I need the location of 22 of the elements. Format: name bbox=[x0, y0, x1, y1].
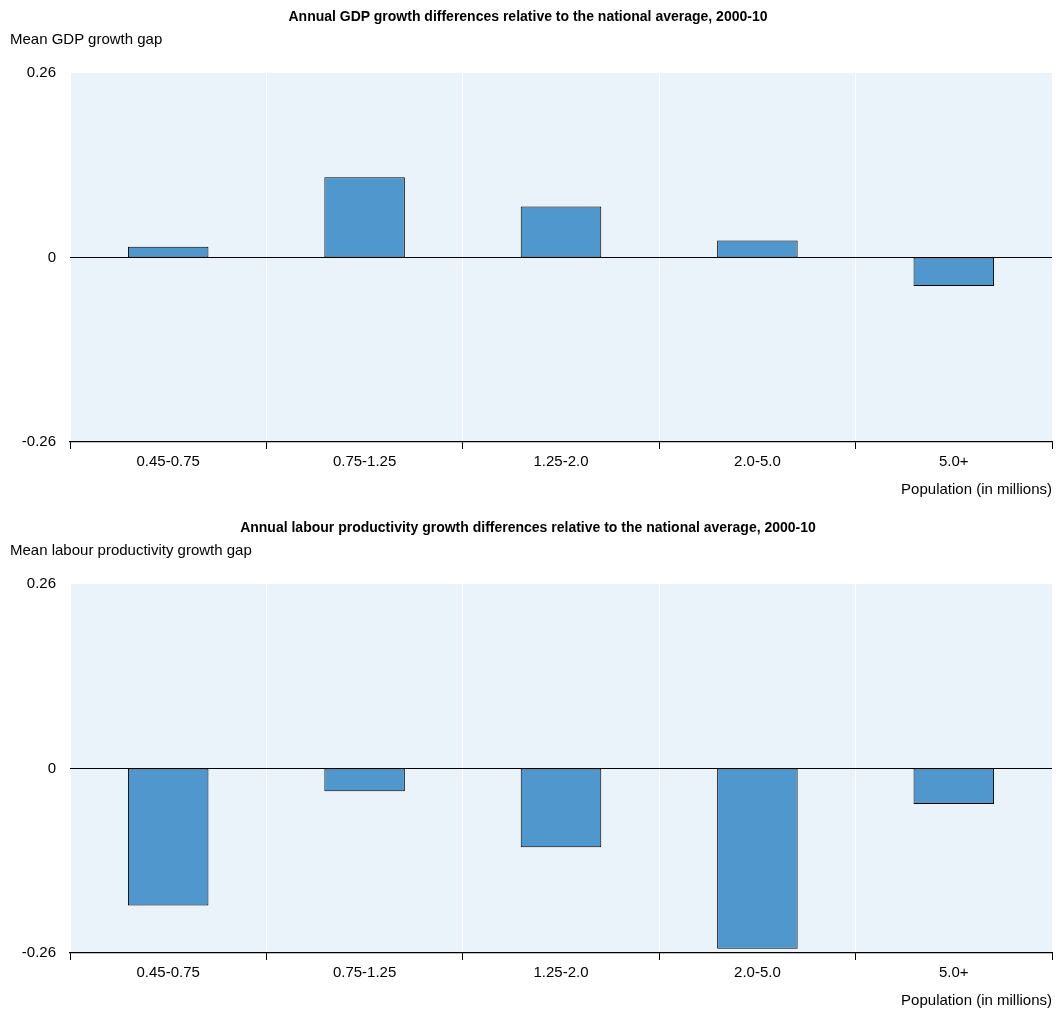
x-tick-label: 1.25-2.0 bbox=[533, 452, 589, 470]
x-tick-label: 0.75-1.25 bbox=[332, 963, 397, 981]
y-axis-title: Mean GDP growth gap bbox=[10, 30, 163, 47]
y-tick-label: 0 bbox=[47, 247, 56, 265]
chart-title: Annual GDP growth differences relative to the national average, 2000-10 bbox=[287, 8, 769, 24]
x-tick-label: 0.45-0.75 bbox=[136, 452, 200, 470]
y-tick-label: 0 bbox=[47, 758, 56, 776]
x-tick-label: 2.0-5.0 bbox=[734, 963, 781, 981]
x-tick-label: 0.45-0.75 bbox=[136, 963, 200, 981]
x-axis-title: Population (in millions) bbox=[901, 991, 1052, 1008]
x-tick-label: 5.0+ bbox=[938, 452, 969, 470]
y-tick-label: 0.26 bbox=[26, 574, 56, 592]
y-tick-label: -0.26 bbox=[21, 432, 56, 450]
x-axis-title: Population (in millions) bbox=[901, 480, 1052, 497]
y-tick-label: 0.26 bbox=[26, 63, 56, 81]
y-axis-title: Mean labour productivity growth gap bbox=[10, 541, 252, 558]
y-tick-label: -0.26 bbox=[21, 943, 56, 961]
chart-title: Annual labour productivity growth differences relative to the national average, 2000-10 bbox=[239, 519, 817, 535]
x-tick-label: 5.0+ bbox=[938, 963, 969, 981]
x-tick-label: 1.25-2.0 bbox=[533, 963, 589, 981]
x-tick-label: 2.0-5.0 bbox=[734, 452, 781, 470]
x-tick-label: 0.75-1.25 bbox=[332, 452, 397, 470]
